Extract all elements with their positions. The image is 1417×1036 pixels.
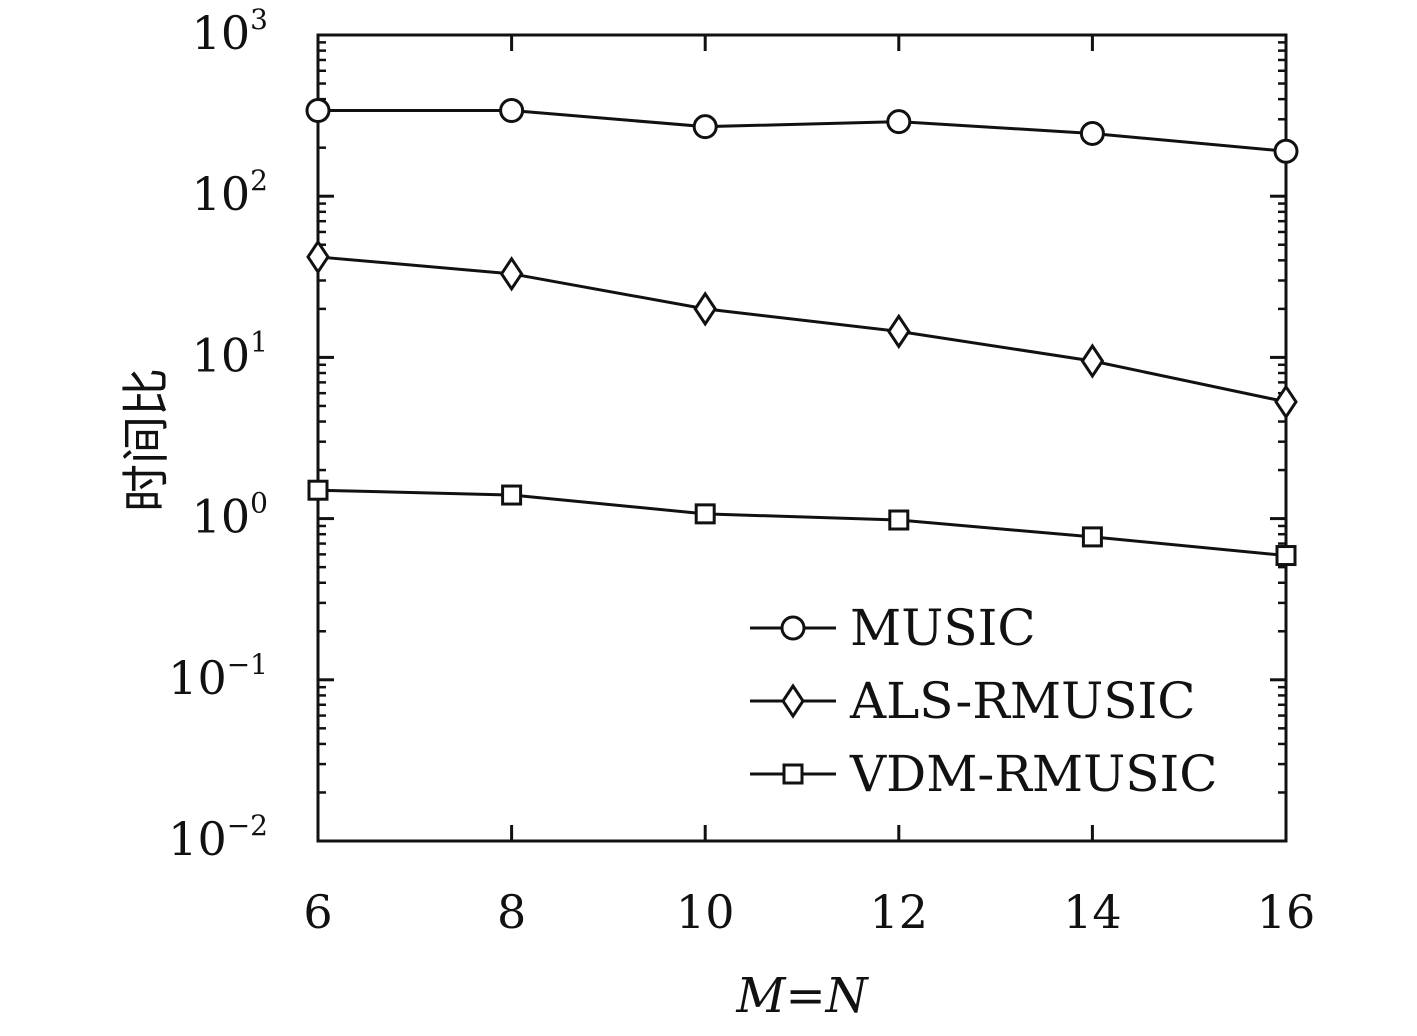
data-point-als-rmusic: [499, 256, 524, 292]
y-tick-label: 102: [192, 164, 268, 221]
legend-label-music: MUSIC: [850, 599, 1036, 657]
y-tick-label: 10−2: [168, 809, 268, 866]
data-point-vdm-rmusic: [501, 484, 523, 506]
data-point-music: [1273, 138, 1299, 164]
data-point-music: [499, 98, 525, 124]
series-line-als-rmusic: [317, 255, 1287, 404]
plot-frame: [316, 33, 1288, 843]
legend-marker-als-rmusic: [781, 683, 805, 719]
x-tick-label: 14: [1063, 885, 1122, 939]
series-line-vdm-rmusic: [317, 488, 1287, 558]
data-point-vdm-rmusic: [888, 509, 910, 531]
data-point-music: [1079, 120, 1105, 146]
data-point-vdm-rmusic: [307, 479, 329, 501]
data-point-vdm-rmusic: [1081, 526, 1103, 548]
series-layer: [305, 98, 1299, 567]
y-axis-label: 时间比: [119, 368, 175, 512]
data-point-als-rmusic: [693, 291, 718, 327]
series-music: [305, 98, 1299, 164]
data-point-als-rmusic: [886, 313, 911, 350]
x-tick-label: 10: [676, 885, 735, 939]
x-axis-label: M=N: [735, 968, 869, 1024]
data-point-music: [692, 114, 718, 140]
series-vdm-rmusic: [307, 479, 1297, 567]
data-point-vdm-rmusic: [694, 503, 716, 525]
x-tick-label: 8: [497, 885, 526, 939]
y-tick-label: 100: [192, 487, 268, 544]
data-point-als-rmusic: [306, 239, 330, 275]
series-line-music: [318, 109, 1287, 153]
y-tick-label: 10−1: [168, 648, 268, 705]
data-point-vdm-rmusic: [1275, 545, 1297, 567]
x-tick-label: 12: [870, 885, 929, 939]
x-tick-label: 16: [1257, 885, 1316, 939]
y-tick-label: 101: [192, 325, 268, 382]
data-point-music: [886, 109, 912, 135]
y-tick-label: 103: [192, 3, 268, 60]
series-als-rmusic: [306, 239, 1298, 420]
data-point-als-rmusic: [1274, 384, 1298, 420]
data-point-als-rmusic: [1080, 343, 1105, 379]
legend-marker-music: [780, 615, 806, 641]
x-tick-label: 6: [303, 885, 332, 939]
legend: MUSIC ALS-RMUSIC VDM-RMUSIC: [750, 599, 1218, 803]
legend-marker-vdm-rmusic: [782, 763, 804, 785]
labels-layer: 103 102 101 100 10−1 10−2 6 8 10 12 14 16: [168, 3, 1315, 939]
legend-label-vdm-rmusic: VDM-RMUSIC: [849, 745, 1218, 803]
legend-label-als-rmusic: ALS-RMUSIC: [849, 672, 1196, 730]
data-point-music: [305, 98, 331, 124]
